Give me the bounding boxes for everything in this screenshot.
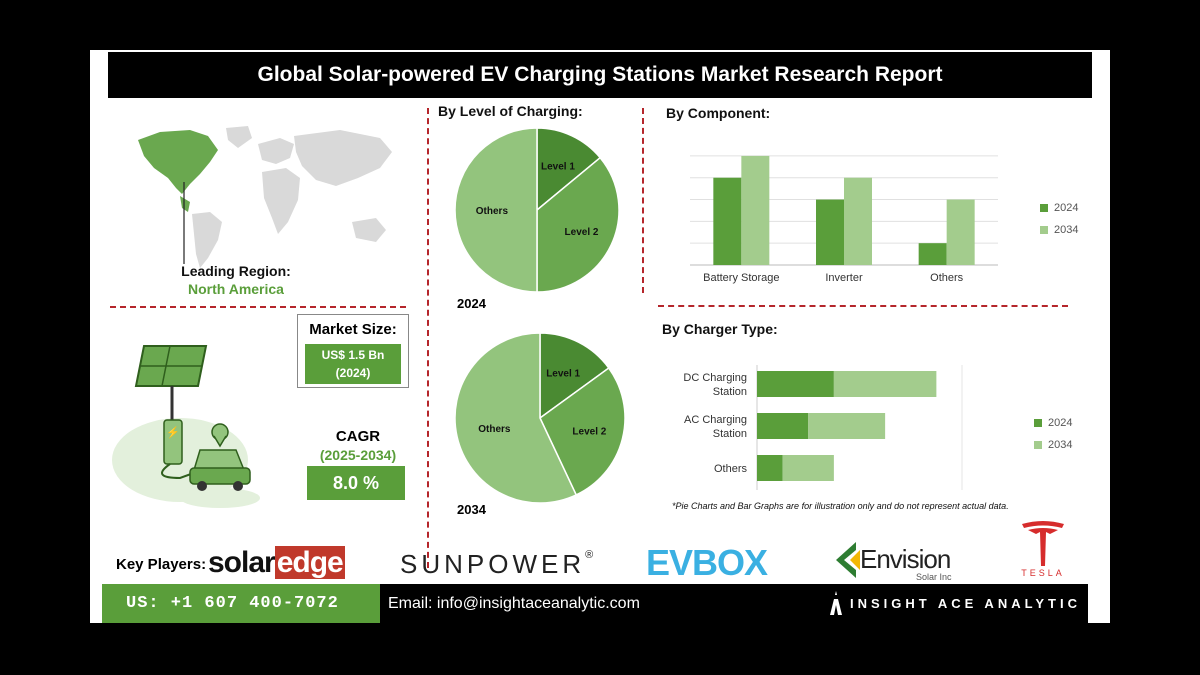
solaredge-logo: solaredge (208, 546, 345, 580)
divider-vertical-left (427, 108, 429, 568)
brand-name: INSIGHT ACE ANALYTIC (850, 596, 1081, 611)
pie-chart-2024: Level 1 Level 2 Others (454, 127, 620, 293)
evbox-logo: EVBOX (646, 542, 768, 583)
charger-legend-2034: 2034 (1034, 439, 1072, 451)
solaredge-logo-text-b: edge (274, 546, 345, 579)
insight-ace-logo-icon (830, 591, 842, 615)
charger-type-bar-chart: DC Charging Station AC Charging Station Othe… (683, 365, 963, 490)
component-legend-2034-label: 2034 (1054, 224, 1079, 236)
bar-2024-others (757, 455, 783, 481)
legend-swatch-2034 (1040, 226, 1048, 234)
market-size-label: Market Size: (309, 321, 397, 338)
sunpower-logo: SUNPOWER® (400, 549, 593, 580)
y-tick-label: Station (713, 386, 747, 398)
y-tick-label: DC Charging (683, 372, 747, 384)
disclaimer-text: *Pie Charts and Bar Graphs are for illus… (672, 501, 1009, 511)
world-map-icon (138, 126, 392, 268)
level-section-title: By Level of Charging: (438, 103, 583, 119)
divider-horizontal-right (658, 305, 1068, 307)
envision-chevron-icon (836, 542, 860, 578)
charger-section-title: By Charger Type: (662, 321, 778, 337)
y-tick-label: AC Charging (684, 414, 747, 426)
divider-vertical-right-top (642, 108, 644, 293)
charger-legend: 2024 2034 (1034, 417, 1072, 451)
pie-label: Level 2 (572, 427, 606, 438)
component-legend-2024: 2024 (1040, 202, 1078, 214)
infographic-card: Global Solar-powered EV Charging Station… (90, 50, 1110, 623)
market-size-box: Market Size: US$ 1.5 Bn (2024) (297, 314, 409, 388)
phone-number[interactable]: US: +1 607 400-7072 (102, 584, 380, 623)
pie-slice-others (454, 332, 578, 504)
charger-legend-2024-label: 2024 (1048, 417, 1073, 429)
leading-region-label: Leading Region: (181, 263, 291, 279)
x-tick-label: Battery Storage (703, 272, 779, 284)
component-legend: 2024 2034 (1040, 202, 1078, 236)
bar-2024-dc-charging-station (757, 371, 834, 397)
divider-horizontal-left (110, 306, 406, 308)
envision-logo-text: Envision (860, 544, 951, 574)
charger-legend-2024: 2024 (1034, 417, 1072, 429)
market-size-value: US$ 1.5 Bn (2024) (305, 344, 401, 384)
tesla-logo-text: TESLA (1021, 568, 1065, 578)
legend-swatch-2024 (1034, 419, 1042, 427)
svg-text:⚡: ⚡ (166, 426, 180, 439)
pie-slice-others (454, 127, 538, 293)
leading-region-value: North America (188, 281, 284, 297)
component-bar-chart: Battery Storage Inverter Others (690, 155, 998, 284)
bar-2024-ac-charging-station (757, 413, 809, 439)
market-size-value-year: (2024) (335, 366, 371, 380)
charger-legend-2034-label: 2034 (1048, 439, 1073, 451)
bar-2034-dc-charging-station (833, 371, 937, 397)
bar-2034-inverter (844, 177, 872, 265)
pie-2024-year: 2024 (457, 296, 486, 311)
pie-label: Level 2 (565, 227, 599, 238)
pie-slice-level-1 (536, 127, 602, 212)
tesla-t-icon (1022, 521, 1064, 566)
component-legend-2034: 2034 (1040, 224, 1078, 236)
legend-swatch-2034 (1034, 441, 1042, 449)
cagr-label: CAGR (335, 428, 381, 445)
cagr-value: 8.0 % (307, 466, 405, 500)
x-tick-label: Others (930, 272, 964, 284)
bar-2024-inverter (816, 199, 844, 265)
bar-2024-others (918, 243, 947, 265)
bar-2034-ac-charging-station (808, 413, 886, 439)
report-title: Global Solar-powered EV Charging Station… (108, 52, 1092, 98)
email-link[interactable]: Email: info@insightaceanalytic.com (388, 595, 640, 612)
sunpower-registered-mark: ® (585, 549, 594, 561)
bar-2024-battery-storage (713, 177, 742, 265)
cagr-period: (2025-2034) (319, 447, 397, 463)
component-legend-2024-label: 2024 (1054, 202, 1079, 214)
bar-2034-others (946, 199, 975, 265)
footer-bar: Email: info@insightaceanalytic.com INSIG… (380, 584, 1088, 623)
solaredge-logo-text-a: solar (208, 546, 276, 579)
pie-slice-level-1 (539, 332, 610, 420)
tesla-logo: TESLA (1012, 518, 1074, 582)
pie-chart-2034: Level 1 Level 2 Others (454, 332, 626, 504)
solar-ev-charger-icon: ⚡ (112, 345, 260, 508)
pie-2034-year: 2034 (457, 502, 486, 517)
pie-label: Level 1 (546, 369, 580, 380)
envision-logo-subtext: Solar Inc (916, 572, 952, 582)
component-section-title: By Component: (666, 105, 771, 121)
bar-2034-battery-storage (741, 155, 770, 265)
market-size-value-amount: US$ 1.5 Bn (321, 348, 385, 362)
pie-slice-level-2 (536, 156, 620, 293)
y-tick-label: Station (713, 428, 747, 440)
y-tick-label: Others (714, 463, 748, 475)
bar-2034-others (782, 455, 834, 481)
x-tick-label: Inverter (825, 272, 863, 284)
pie-label: Level 1 (541, 161, 575, 172)
pie-label: Others (478, 424, 511, 435)
key-players-label: Key Players: (116, 556, 207, 573)
pie-label: Others (476, 206, 509, 217)
legend-swatch-2024 (1040, 204, 1048, 212)
pie-slice-level-2 (539, 366, 626, 496)
sunpower-logo-text: SUNPOWER (400, 549, 586, 579)
